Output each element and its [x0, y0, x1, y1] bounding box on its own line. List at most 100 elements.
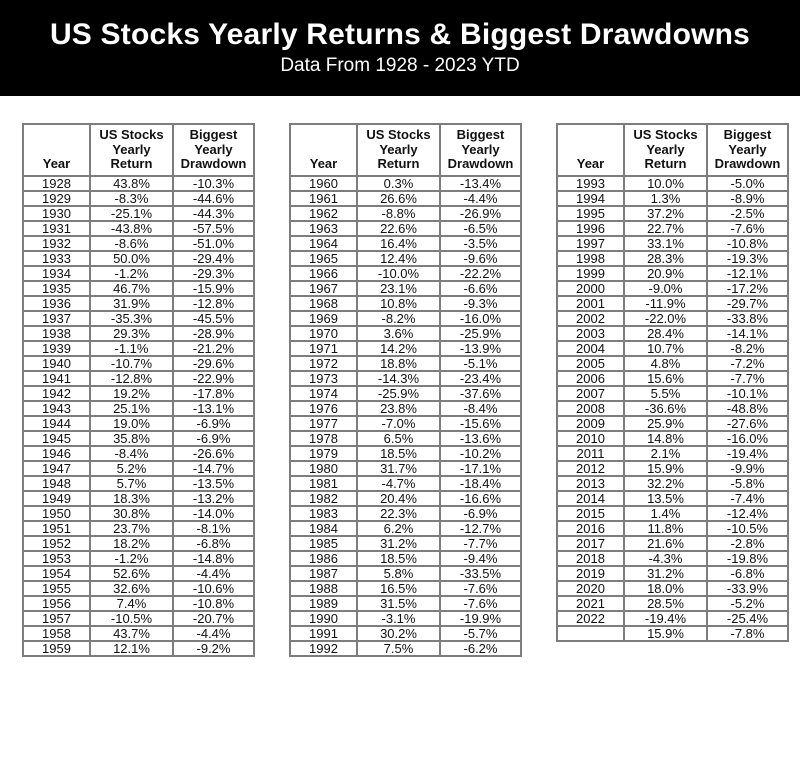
return-cell: 15.9%	[623, 459, 708, 477]
column-header-drawdown: Biggest Yearly Drawdown	[439, 123, 522, 177]
table-row: 1989 31.5% -7.6%	[289, 594, 522, 612]
year-cell: 2013	[556, 474, 625, 492]
year-cell: 2009	[556, 414, 625, 432]
drawdown-cell: -19.8%	[706, 549, 789, 567]
return-cell: 28.3%	[623, 249, 708, 267]
return-cell: 15.9%	[623, 624, 708, 642]
return-cell: 16.5%	[356, 579, 441, 597]
year-cell: 1972	[289, 354, 358, 372]
year-cell: 1962	[289, 204, 358, 222]
year-cell: 1994	[556, 189, 625, 207]
table-row: 2003 28.4% -14.1%	[556, 324, 789, 342]
year-cell: 1952	[22, 534, 91, 552]
column-header-year: Year	[289, 123, 358, 177]
year-cell: 1996	[556, 219, 625, 237]
return-cell: 10.8%	[356, 294, 441, 312]
return-cell: 28.4%	[623, 324, 708, 342]
table-header-row: Year US Stocks Yearly Return Biggest Yea…	[22, 123, 255, 177]
drawdown-cell: -9.6%	[439, 249, 522, 267]
year-cell: 1961	[289, 189, 358, 207]
drawdown-cell: -17.1%	[439, 459, 522, 477]
table-row: 2004 10.7% -8.2%	[556, 339, 789, 357]
return-cell: 43.7%	[89, 624, 174, 642]
table-row: 2000 -9.0% -17.2%	[556, 279, 789, 297]
table-row: 1965 12.4% -9.6%	[289, 249, 522, 267]
column-header-return: US Stocks Yearly Return	[89, 123, 174, 177]
table-row: 1955 32.6% -10.6%	[22, 579, 255, 597]
year-cell: 2007	[556, 384, 625, 402]
table-row: 1993 10.0% -5.0%	[556, 174, 789, 192]
year-cell: 2014	[556, 489, 625, 507]
return-cell: 3.6%	[356, 324, 441, 342]
return-cell: 14.8%	[623, 429, 708, 447]
return-cell: -14.3%	[356, 369, 441, 387]
drawdown-cell: -13.9%	[439, 339, 522, 357]
drawdown-cell: -6.9%	[172, 429, 255, 447]
return-cell: 0.3%	[356, 174, 441, 192]
drawdown-cell: -7.4%	[706, 489, 789, 507]
drawdown-cell: -7.7%	[706, 369, 789, 387]
year-cell: 2016	[556, 519, 625, 537]
drawdown-cell: -7.7%	[439, 534, 522, 552]
return-cell: 19.2%	[89, 384, 174, 402]
drawdown-cell: -12.1%	[706, 264, 789, 282]
year-cell: 1997	[556, 234, 625, 252]
table-row: 1964 16.4% -3.5%	[289, 234, 522, 252]
table-row: 1978 6.5% -13.6%	[289, 429, 522, 447]
table-row: 1929 -8.3% -44.6%	[22, 189, 255, 207]
drawdown-cell: -25.9%	[439, 324, 522, 342]
return-cell: -1.2%	[89, 549, 174, 567]
table-row: 1979 18.5% -10.2%	[289, 444, 522, 462]
return-cell: 10.0%	[623, 174, 708, 192]
drawdown-cell: -5.2%	[706, 594, 789, 612]
year-cell: 2022	[556, 609, 625, 627]
table-row: 1930 -25.1% -44.3%	[22, 204, 255, 222]
table-row: 1968 10.8% -9.3%	[289, 294, 522, 312]
table-row: 1962 -8.8% -26.9%	[289, 204, 522, 222]
table-row: 2011 2.1% -19.4%	[556, 444, 789, 462]
return-cell: 5.7%	[89, 474, 174, 492]
table-row: 1982 20.4% -16.6%	[289, 489, 522, 507]
year-cell: 2005	[556, 354, 625, 372]
drawdown-cell: -51.0%	[172, 234, 255, 252]
year-cell: 2000	[556, 279, 625, 297]
year-cell: 2020	[556, 579, 625, 597]
drawdown-cell: -7.6%	[439, 579, 522, 597]
return-cell: 35.8%	[89, 429, 174, 447]
year-cell: 1956	[22, 594, 91, 612]
table-row: 1991 30.2% -5.7%	[289, 624, 522, 642]
year-cell: 2006	[556, 369, 625, 387]
drawdown-cell: -8.2%	[706, 339, 789, 357]
table-row: 1977 -7.0% -15.6%	[289, 414, 522, 432]
year-cell: 1971	[289, 339, 358, 357]
return-cell: -8.8%	[356, 204, 441, 222]
drawdown-cell: -22.2%	[439, 264, 522, 282]
year-cell: 1954	[22, 564, 91, 582]
table-row: 1999 20.9% -12.1%	[556, 264, 789, 282]
title-banner: US Stocks Yearly Returns & Biggest Drawd…	[0, 0, 800, 96]
drawdown-cell: -14.8%	[172, 549, 255, 567]
table-row: 1931 -43.8% -57.5%	[22, 219, 255, 237]
year-cell: 1977	[289, 414, 358, 432]
table-row: 1984 6.2% -12.7%	[289, 519, 522, 537]
year-cell: 1968	[289, 294, 358, 312]
drawdown-cell: -3.5%	[439, 234, 522, 252]
drawdown-cell: -33.9%	[706, 579, 789, 597]
return-cell: 19.0%	[89, 414, 174, 432]
table-row: 2022 -19.4% -25.4%	[556, 609, 789, 627]
year-cell: 1939	[22, 339, 91, 357]
table-row: 1951 23.7% -8.1%	[22, 519, 255, 537]
table-row: 1954 52.6% -4.4%	[22, 564, 255, 582]
year-cell: 1990	[289, 609, 358, 627]
drawdown-cell: -28.9%	[172, 324, 255, 342]
drawdown-cell: -4.4%	[172, 624, 255, 642]
table-row: 1980 31.7% -17.1%	[289, 459, 522, 477]
table-row: 2020 18.0% -33.9%	[556, 579, 789, 597]
table-row: 1949 18.3% -13.2%	[22, 489, 255, 507]
drawdown-cell: -8.4%	[439, 399, 522, 417]
return-cell: 23.7%	[89, 519, 174, 537]
table-row: 1940 -10.7% -29.6%	[22, 354, 255, 372]
year-cell: 1989	[289, 594, 358, 612]
year-cell: 2012	[556, 459, 625, 477]
drawdown-cell: -25.4%	[706, 609, 789, 627]
